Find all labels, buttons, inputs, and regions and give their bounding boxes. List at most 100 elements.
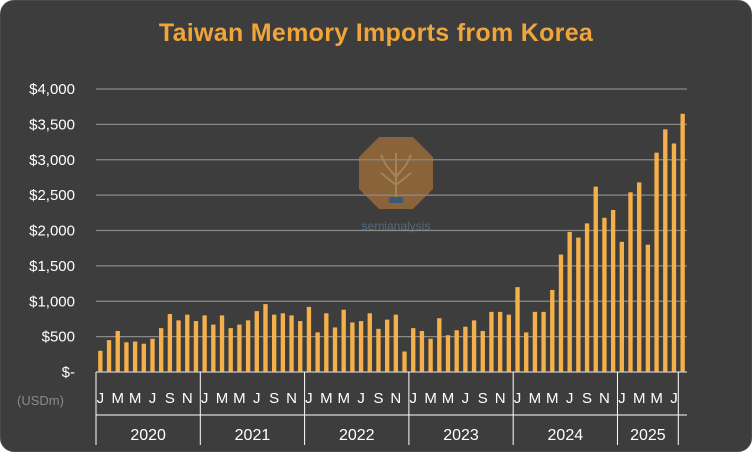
bar <box>454 330 459 372</box>
bar <box>298 321 303 372</box>
x-month-label: S <box>582 390 592 407</box>
x-year-label: 2020 <box>130 427 166 444</box>
bar <box>98 350 103 372</box>
x-month-label: M <box>129 390 142 407</box>
x-month-label: M <box>111 390 124 407</box>
bar <box>376 328 381 372</box>
bar <box>106 340 112 372</box>
bar <box>576 237 581 372</box>
bar <box>167 313 173 372</box>
x-month-label: J <box>566 390 574 407</box>
x-month-label: N <box>286 390 297 407</box>
bar <box>124 342 129 372</box>
bar <box>115 330 120 372</box>
x-year-label: 2021 <box>235 427 271 444</box>
x-month-label: J <box>670 390 678 407</box>
bar <box>324 313 329 372</box>
y-unit-label: (USDm) <box>17 393 64 408</box>
watermark-text: semianalysis <box>362 219 431 233</box>
bar <box>211 324 216 372</box>
bar <box>176 320 181 372</box>
x-month-label: J <box>357 390 365 407</box>
bar <box>671 143 677 372</box>
x-month-label: N <box>599 390 610 407</box>
bar <box>428 338 433 372</box>
y-tick-label: $2,000 <box>29 223 75 240</box>
bar <box>358 321 364 372</box>
x-month-label: M <box>633 390 646 407</box>
bar <box>271 314 277 372</box>
semianalysis-logo: semianalysis <box>359 137 433 233</box>
bar <box>471 320 477 372</box>
x-month-label: J <box>305 390 313 407</box>
x-month-label: M <box>320 390 333 407</box>
bar <box>654 152 659 372</box>
bar <box>219 315 225 372</box>
bar <box>202 315 207 372</box>
bar <box>497 311 503 372</box>
bar <box>628 192 633 372</box>
bar <box>306 306 312 372</box>
x-month-label: J <box>201 390 209 407</box>
bar <box>411 328 416 372</box>
x-month-label: S <box>269 390 279 407</box>
bar <box>619 241 624 372</box>
x-year-label: 2025 <box>630 427 666 444</box>
x-year-label: 2024 <box>548 427 584 444</box>
x-month-label: N <box>495 390 506 407</box>
bar <box>228 328 233 372</box>
bar <box>402 351 407 372</box>
bar <box>289 315 294 372</box>
bar <box>393 314 399 372</box>
x-month-label: S <box>373 390 383 407</box>
x-month-label: J <box>97 390 105 407</box>
x-month-label: M <box>233 390 246 407</box>
x-month-label: S <box>478 390 488 407</box>
bar <box>350 322 355 372</box>
bar <box>524 332 529 372</box>
x-month-label: M <box>337 390 350 407</box>
bar <box>437 318 442 372</box>
bar <box>480 330 485 372</box>
bar <box>558 254 564 372</box>
bar <box>506 314 512 372</box>
bar <box>602 217 607 372</box>
bar <box>141 343 146 372</box>
x-month-label: M <box>424 390 437 407</box>
bar <box>550 289 555 372</box>
x-month-label: J <box>149 390 157 407</box>
bar <box>680 113 685 372</box>
x-month-label: M <box>546 390 559 407</box>
bar <box>384 319 390 372</box>
x-month-label: J <box>514 390 522 407</box>
bar <box>637 182 642 372</box>
bar <box>584 223 590 372</box>
bar <box>132 341 138 372</box>
x-month-label: J <box>253 390 261 407</box>
y-tick-label: $3,500 <box>29 116 75 133</box>
bar <box>254 311 259 372</box>
bar <box>463 326 468 372</box>
x-month-label: N <box>390 390 401 407</box>
bar <box>315 332 320 372</box>
y-tick-label: $2,500 <box>29 187 75 204</box>
bar <box>237 324 242 372</box>
y-tick-label: $500 <box>42 329 75 346</box>
bar <box>367 313 372 372</box>
bar <box>593 186 598 372</box>
bar <box>245 320 251 372</box>
bar <box>515 287 520 372</box>
x-month-label: J <box>409 390 417 407</box>
bar <box>332 327 338 372</box>
chart-title: Taiwan Memory Imports from Korea <box>158 19 594 47</box>
bar <box>150 338 155 372</box>
bar <box>663 129 668 372</box>
x-month-label: M <box>529 390 542 407</box>
x-year-label: 2023 <box>443 427 479 444</box>
x-year-label: 2022 <box>339 427 375 444</box>
x-month-label: M <box>442 390 455 407</box>
x-month-label: J <box>462 390 470 407</box>
y-tick-label: $1,000 <box>29 293 75 310</box>
